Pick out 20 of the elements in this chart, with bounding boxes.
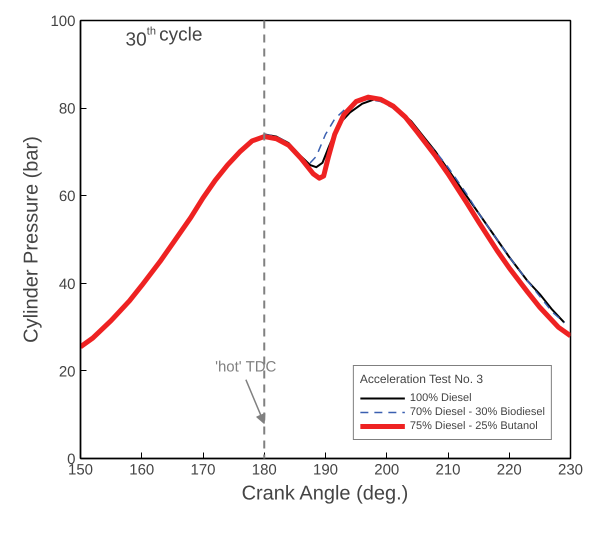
x-tick-label: 200 xyxy=(374,462,400,478)
y-tick-label: 40 xyxy=(58,276,76,293)
x-tick-label: 220 xyxy=(496,462,522,478)
x-axis-title: Crank Angle (deg.) xyxy=(242,482,408,504)
y-tick-label: 20 xyxy=(58,363,76,380)
y-tick-label: 80 xyxy=(58,100,76,118)
legend-label: 70% Diesel - 30% Biodiesel xyxy=(410,405,545,419)
legend-label: 75% Diesel - 25% Butanol xyxy=(410,419,538,433)
x-tick-label: 160 xyxy=(129,462,154,478)
y-tick-label: 100 xyxy=(50,13,76,30)
x-tick-label: 190 xyxy=(312,462,338,478)
legend-title: Acceleration Test No. 3 xyxy=(360,372,484,386)
y-axis-title: Cylinder Pressure (bar) xyxy=(20,136,42,343)
x-tick-label: 210 xyxy=(435,462,461,478)
x-tick-label: 170 xyxy=(190,462,216,478)
y-tick-label: 60 xyxy=(58,188,76,206)
annotation: 'hot' TDC xyxy=(215,358,277,376)
legend-label: 100% Diesel xyxy=(410,391,472,405)
x-tick-label: 180 xyxy=(252,462,277,478)
x-tick-label: 230 xyxy=(558,462,584,478)
